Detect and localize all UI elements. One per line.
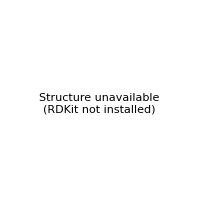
Text: Structure unavailable
(RDKit not installed): Structure unavailable (RDKit not install… bbox=[39, 93, 159, 114]
